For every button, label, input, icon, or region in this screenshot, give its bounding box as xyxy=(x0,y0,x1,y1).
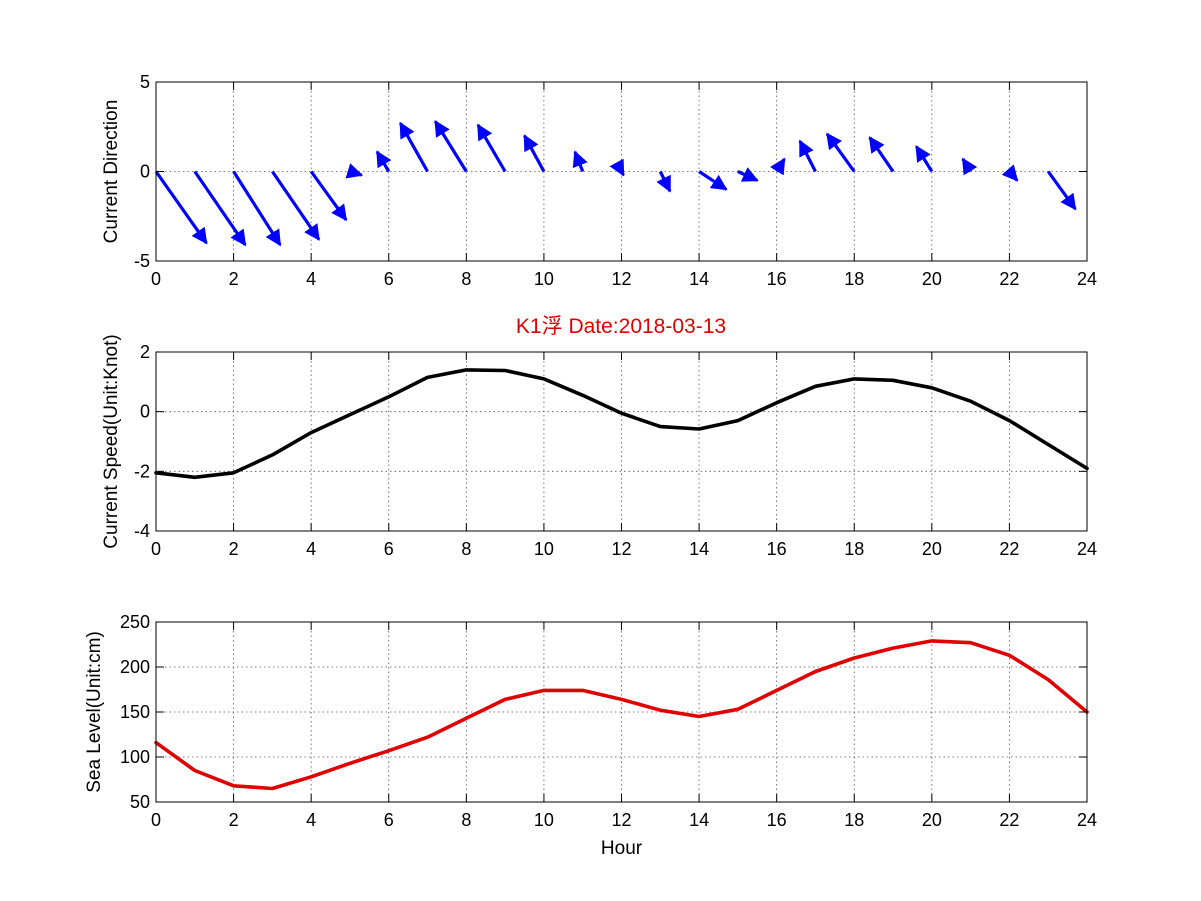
current-arrow xyxy=(154,170,208,245)
x-tick-label: 6 xyxy=(384,539,394,559)
x-tick-label: 4 xyxy=(306,539,316,559)
current-arrow xyxy=(609,158,625,177)
x-tick-label: 24 xyxy=(1077,539,1097,559)
x-tick-label: 4 xyxy=(306,810,316,830)
x-tick-label: 6 xyxy=(384,810,394,830)
current-arrow xyxy=(398,121,429,173)
x-tick-label: 4 xyxy=(306,269,316,289)
series-line xyxy=(154,368,1089,480)
x-tick-label: 8 xyxy=(461,539,471,559)
quiver-arrows xyxy=(154,120,1077,247)
x-tick-label: 16 xyxy=(767,269,787,289)
x-tick-label: 24 xyxy=(1077,810,1097,830)
x-axis-label: Hour xyxy=(601,838,643,859)
y-tick-label: -4 xyxy=(134,521,150,541)
x-tick-label: 10 xyxy=(534,269,554,289)
y-tick-label: 2 xyxy=(140,342,150,362)
x-tick-label: 18 xyxy=(844,810,864,830)
x-tick-label: 0 xyxy=(151,539,161,559)
current-arrow xyxy=(523,134,546,173)
y-tick-label: 5 xyxy=(140,72,150,92)
x-tick-label: 12 xyxy=(611,269,631,289)
current-arrow xyxy=(193,170,247,247)
x-tick-label: 10 xyxy=(534,810,554,830)
x-tick-label: 20 xyxy=(922,810,942,830)
current-arrow xyxy=(770,157,786,176)
current-arrow xyxy=(1001,164,1019,182)
y-axis-label: Sea Level(Unit:cm) xyxy=(84,631,105,793)
y-tick-label: 200 xyxy=(120,657,150,677)
x-tick-label: 8 xyxy=(461,269,471,289)
y-axis-label: Current Direction xyxy=(101,100,122,244)
x-tick-label: 22 xyxy=(999,269,1019,289)
x-tick-label: 0 xyxy=(151,269,161,289)
x-tick-label: 22 xyxy=(999,539,1019,559)
x-tick-label: 0 xyxy=(151,810,161,830)
current-arrow xyxy=(698,170,728,191)
y-tick-label: -5 xyxy=(134,251,150,271)
x-tick-label: 14 xyxy=(689,810,709,830)
x-tick-label: 12 xyxy=(611,810,631,830)
x-tick-label: 22 xyxy=(999,810,1019,830)
y-tick-label: 0 xyxy=(140,162,150,182)
current-arrow xyxy=(375,150,392,173)
series-line xyxy=(154,639,1089,791)
y-tick-label: 100 xyxy=(120,747,150,767)
x-tick-label: 12 xyxy=(611,539,631,559)
current-arrow xyxy=(271,170,321,241)
current-arrow xyxy=(798,139,817,173)
x-tick-label: 18 xyxy=(844,269,864,289)
x-tick-label: 10 xyxy=(534,539,554,559)
x-tick-label: 14 xyxy=(689,539,709,559)
current-arrow xyxy=(232,170,282,247)
x-tick-label: 2 xyxy=(229,810,239,830)
y-tick-label: 250 xyxy=(120,612,150,632)
x-tick-label: 16 xyxy=(767,539,787,559)
x-tick-label: 2 xyxy=(229,269,239,289)
current-arrow xyxy=(309,170,348,222)
x-tick-label: 2 xyxy=(229,539,239,559)
current-arrow xyxy=(572,150,588,173)
x-tick-label: 8 xyxy=(461,810,471,830)
current-arrow xyxy=(914,145,934,173)
x-tick-label: 20 xyxy=(922,539,942,559)
current-arrow xyxy=(868,136,895,173)
y-axis-label: Current Speed(Unit:Knot) xyxy=(101,334,122,548)
current-arrow xyxy=(737,167,759,182)
x-tick-label: 16 xyxy=(767,810,787,830)
y-tick-label: 0 xyxy=(140,402,150,422)
current-arrow xyxy=(656,170,672,193)
x-tick-label: 18 xyxy=(844,539,864,559)
current-arrow xyxy=(1046,170,1077,211)
x-tick-label: 20 xyxy=(922,269,942,289)
current-arrow xyxy=(961,157,978,176)
current-arrow xyxy=(345,163,364,179)
current-arrow xyxy=(476,123,507,173)
current-arrow xyxy=(433,120,468,173)
y-tick-label: -2 xyxy=(134,461,150,481)
y-tick-label: 150 xyxy=(120,702,150,722)
figure-title: K1浮 Date:2018-03-13 xyxy=(516,315,726,338)
x-tick-label: 24 xyxy=(1077,269,1097,289)
y-tick-label: 50 xyxy=(130,792,150,812)
x-tick-label: 6 xyxy=(384,269,394,289)
current-arrow xyxy=(825,132,856,173)
x-tick-label: 14 xyxy=(689,269,709,289)
